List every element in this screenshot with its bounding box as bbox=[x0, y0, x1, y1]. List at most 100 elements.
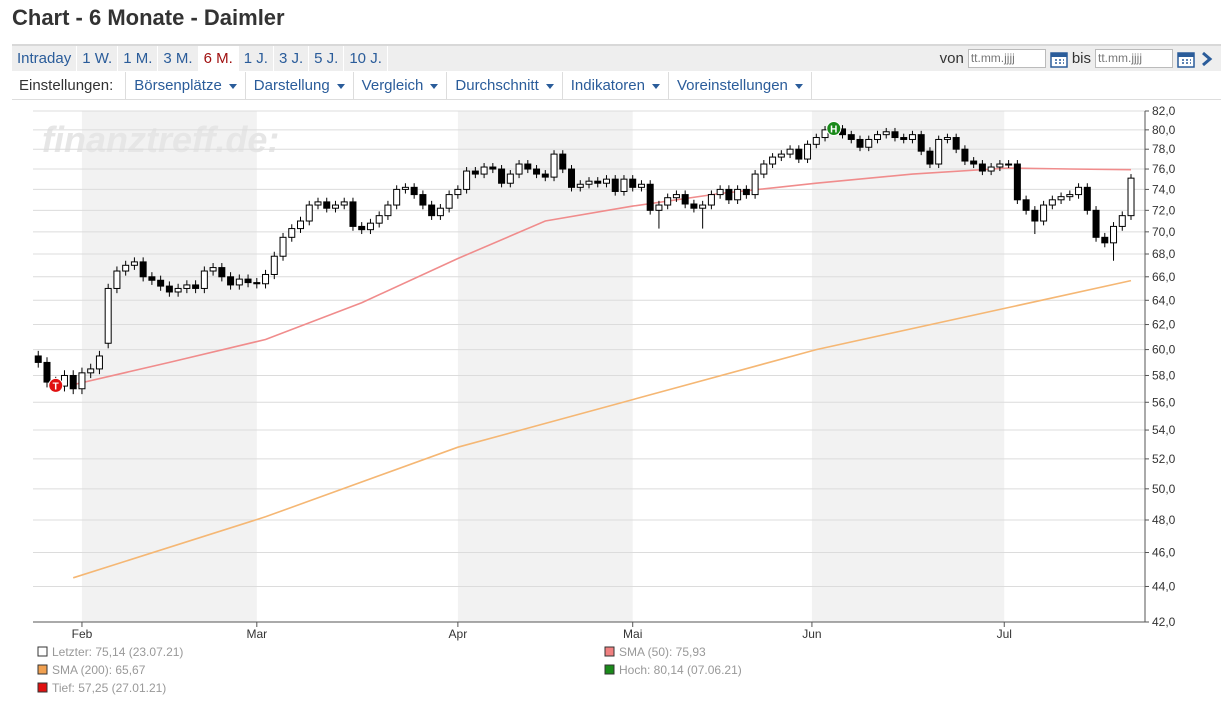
y-tick-label: 44,0 bbox=[1152, 579, 1176, 593]
calendar-icon[interactable] bbox=[1177, 50, 1195, 68]
candle-body bbox=[297, 220, 305, 230]
range-tab[interactable]: 1 M. bbox=[118, 46, 159, 71]
candle-body bbox=[882, 131, 890, 136]
extreme-marker-label: H bbox=[830, 125, 837, 136]
candle-body bbox=[515, 163, 523, 175]
x-tick-label: Mai bbox=[623, 627, 642, 641]
candle-body bbox=[943, 137, 951, 140]
candle-body bbox=[489, 166, 497, 170]
from-input[interactable]: tt.mm.jjjj bbox=[967, 49, 1046, 68]
legend-swatch bbox=[37, 646, 48, 657]
candle-body bbox=[795, 148, 803, 160]
candle-body bbox=[1092, 209, 1100, 238]
y-tick-label: 80,0 bbox=[1152, 123, 1176, 137]
candle-body bbox=[384, 204, 392, 217]
range-tab[interactable]: 1 W. bbox=[77, 46, 119, 71]
settings-menu[interactable]: Voreinstellungen bbox=[669, 72, 812, 99]
candle-body bbox=[769, 156, 777, 165]
month-band bbox=[457, 111, 633, 622]
candle-body bbox=[104, 287, 112, 344]
extreme-marker-label: T bbox=[53, 381, 59, 392]
calendar-icon[interactable] bbox=[1050, 50, 1068, 68]
candle-body bbox=[506, 173, 514, 184]
candle-body bbox=[602, 178, 610, 184]
y-tick-label: 42,0 bbox=[1152, 615, 1176, 629]
candle-body bbox=[366, 222, 374, 231]
candle-body bbox=[480, 166, 488, 175]
page-title: Chart - 6 Monate - Daimler bbox=[12, 5, 285, 30]
candle-body bbox=[978, 163, 986, 172]
range-tab[interactable]: 10 J. bbox=[344, 46, 388, 71]
candle-body bbox=[401, 186, 409, 190]
candle-body bbox=[279, 236, 287, 257]
candle-body bbox=[891, 131, 899, 139]
range-tab[interactable]: 1 J. bbox=[239, 46, 274, 71]
candle-body bbox=[620, 178, 628, 192]
candle-body bbox=[786, 148, 794, 155]
candle-body bbox=[533, 168, 541, 175]
candle-body bbox=[95, 355, 103, 370]
to-input[interactable]: tt.mm.jjjj bbox=[1095, 49, 1173, 68]
candle-body bbox=[847, 134, 855, 140]
range-tabs: Intraday 1 W. 1 M. 3 M. 6 M. 1 J. 3 J. 5 J. 10 J… bbox=[12, 44, 1221, 71]
candle-body bbox=[122, 264, 130, 272]
candle-body bbox=[576, 183, 584, 188]
candle-body bbox=[760, 163, 768, 175]
range-tab[interactable]: 3 M. bbox=[158, 46, 199, 71]
go-arrow[interactable] bbox=[1199, 50, 1215, 68]
candle-body bbox=[856, 138, 864, 148]
range-tab[interactable]: 5 J. bbox=[309, 46, 345, 71]
candle-body bbox=[672, 194, 680, 199]
y-tick-label: 56,0 bbox=[1152, 395, 1176, 409]
candle-body bbox=[629, 178, 637, 188]
settings-menu[interactable]: Börsenplätze bbox=[126, 72, 246, 99]
candle-body bbox=[926, 150, 934, 165]
candle-body bbox=[865, 138, 873, 148]
candle-body bbox=[541, 173, 549, 178]
candle-body bbox=[594, 180, 602, 184]
candle-body bbox=[961, 148, 969, 162]
candle-body bbox=[1031, 209, 1039, 222]
y-tick-label: 60,0 bbox=[1152, 343, 1176, 357]
x-tick-label: Apr bbox=[449, 627, 468, 641]
candle-body bbox=[218, 267, 226, 278]
settings-menu[interactable]: Durchschnitt bbox=[447, 72, 563, 99]
candle-body bbox=[568, 168, 576, 188]
candle-body bbox=[463, 170, 471, 190]
candle-body bbox=[804, 143, 812, 160]
candle-body bbox=[113, 270, 121, 289]
settings-menu[interactable]: Vergleich bbox=[354, 72, 448, 99]
settings-menu[interactable]: Darstellung bbox=[246, 72, 354, 99]
candle-body bbox=[139, 261, 147, 278]
candle-body bbox=[655, 204, 663, 211]
y-tick-label: 72,0 bbox=[1152, 203, 1176, 217]
candle-body bbox=[410, 186, 418, 196]
to-label: bis bbox=[1071, 50, 1091, 67]
y-tick-label: 78,0 bbox=[1152, 142, 1176, 156]
candle-body bbox=[393, 188, 401, 206]
y-tick-label: 66,0 bbox=[1152, 270, 1176, 284]
candle-body bbox=[681, 194, 689, 205]
candle-body bbox=[428, 204, 436, 217]
range-tab[interactable]: Intraday bbox=[12, 46, 78, 71]
x-tick-label: Mar bbox=[246, 627, 267, 641]
candle-body bbox=[917, 134, 925, 152]
candle-body bbox=[454, 188, 462, 196]
candle-body bbox=[227, 276, 235, 286]
extreme-marker bbox=[48, 377, 64, 393]
candle-body bbox=[148, 276, 156, 281]
candle-body bbox=[340, 201, 348, 206]
candle-body bbox=[996, 163, 1004, 168]
extreme-marker bbox=[826, 121, 842, 137]
legend-swatch bbox=[37, 664, 48, 675]
candle-body bbox=[559, 153, 567, 170]
watermark: finanztreff.de: bbox=[42, 119, 279, 160]
candle-body bbox=[1127, 177, 1135, 217]
range-tab[interactable]: 3 J. bbox=[274, 46, 310, 71]
settings-menu[interactable]: Indikatoren bbox=[563, 72, 669, 99]
candle-body bbox=[952, 137, 960, 150]
candle-body bbox=[1057, 196, 1065, 201]
candle-body bbox=[471, 170, 479, 175]
candle-body bbox=[908, 134, 916, 140]
range-tab[interactable]: 6 M. bbox=[198, 46, 239, 71]
